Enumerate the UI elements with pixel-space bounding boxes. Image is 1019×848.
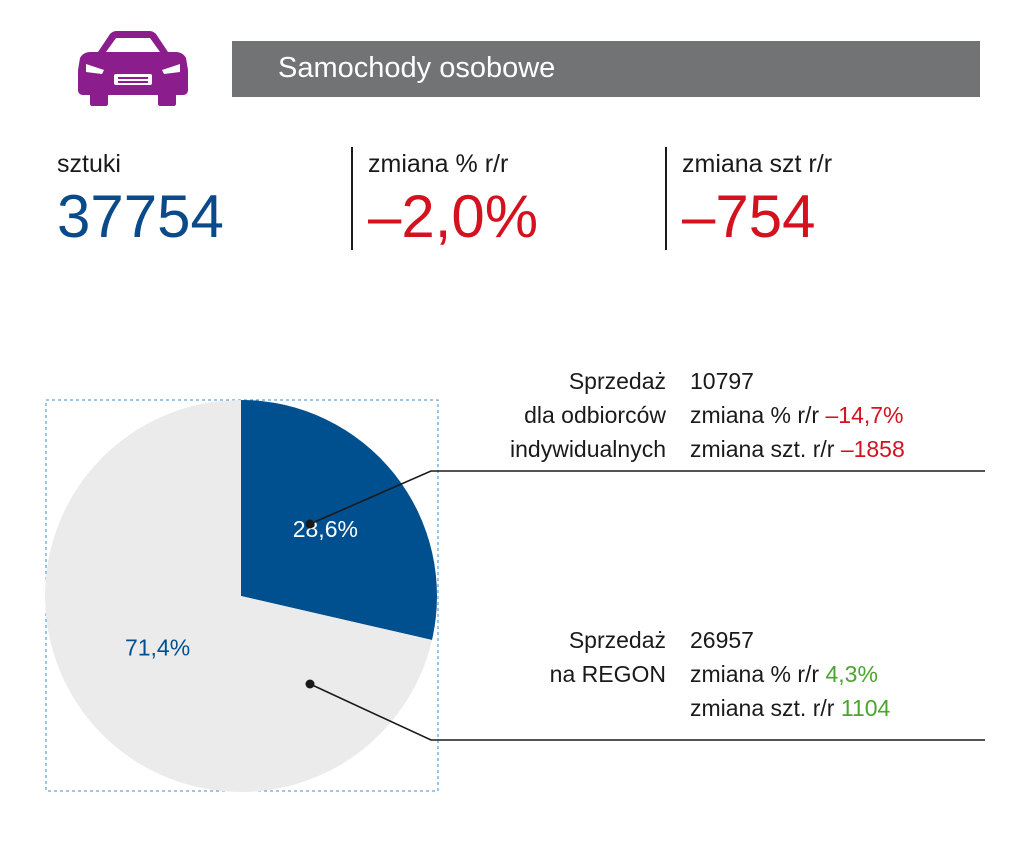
pie-slice-label-2: 71,4% [125,634,190,660]
stat-units-label: sztuki [57,150,121,178]
segment-2-szt-row: zmiana szt. r/r 1104 [690,691,890,725]
title-bar: Samochody osobowe [232,41,980,97]
segment-2-label-line-2: na REGON [549,661,666,687]
segment-2-pct-label: zmiana % r/r [690,661,820,687]
segment-1-values: 10797 zmiana % r/r –14,7% zmiana szt. r/… [690,364,905,466]
segment-2-szt-value: 1104 [840,695,891,721]
segment-1-label-line-1: Sprzedaż [568,368,666,394]
segment-2-pct-row: zmiana % r/r 4,3% [690,657,890,691]
segment-2-pct-value: 4,3% [825,661,878,687]
segment-1-szt-value: –1858 [840,436,905,462]
segment-1-pct-value: –14,7% [825,402,904,428]
stat-units-value: 37754 [57,183,224,250]
segment-1-szt-row: zmiana szt. r/r –1858 [690,432,905,466]
segment-1-szt-label: zmiana szt. r/r [690,436,835,462]
segment-1-pct-label: zmiana % r/r [690,402,820,428]
leader-lines [309,470,985,741]
segment-1-pct-row: zmiana % r/r –14,7% [690,398,905,432]
pie-slice-2 [45,400,433,792]
stat-units: sztuki 37754 [57,150,224,249]
stat-change-pct-label: zmiana % r/r [368,150,509,178]
segment-1-label-line-3: indywidualnych [510,436,666,462]
segment-2-label: Sprzedaż na REGON [366,623,666,691]
segment-2-label-line-1: Sprzedaż [568,627,666,653]
car-icon [78,31,188,106]
pie-slice-1 [241,400,437,640]
segment-1-count: 10797 [690,368,754,394]
divider-1 [351,147,353,250]
divider-2 [665,147,667,250]
pie-slice-label-1: 28,6% [293,516,358,542]
leader-dot-2 [305,679,315,689]
stat-change-units-value: –754 [682,183,816,250]
stat-change-pct-value: –2,0% [368,183,539,250]
page-title: Samochody osobowe [278,52,556,84]
stat-change-units-label: zmiana szt r/r [682,150,833,178]
segment-1-label: Sprzedaż dla odbiorców indywidualnych [366,364,666,466]
segment-2-values: 26957 zmiana % r/r 4,3% zmiana szt. r/r … [690,623,890,725]
leader-dot-1 [305,519,315,529]
segment-1-label-line-2: dla odbiorców [524,402,666,428]
stat-change-units: zmiana szt r/r –754 [682,150,832,249]
segment-2-count: 26957 [690,627,754,653]
segment-2-szt-label: zmiana szt. r/r [690,695,835,721]
stat-change-pct: zmiana % r/r –2,0% [368,150,538,249]
